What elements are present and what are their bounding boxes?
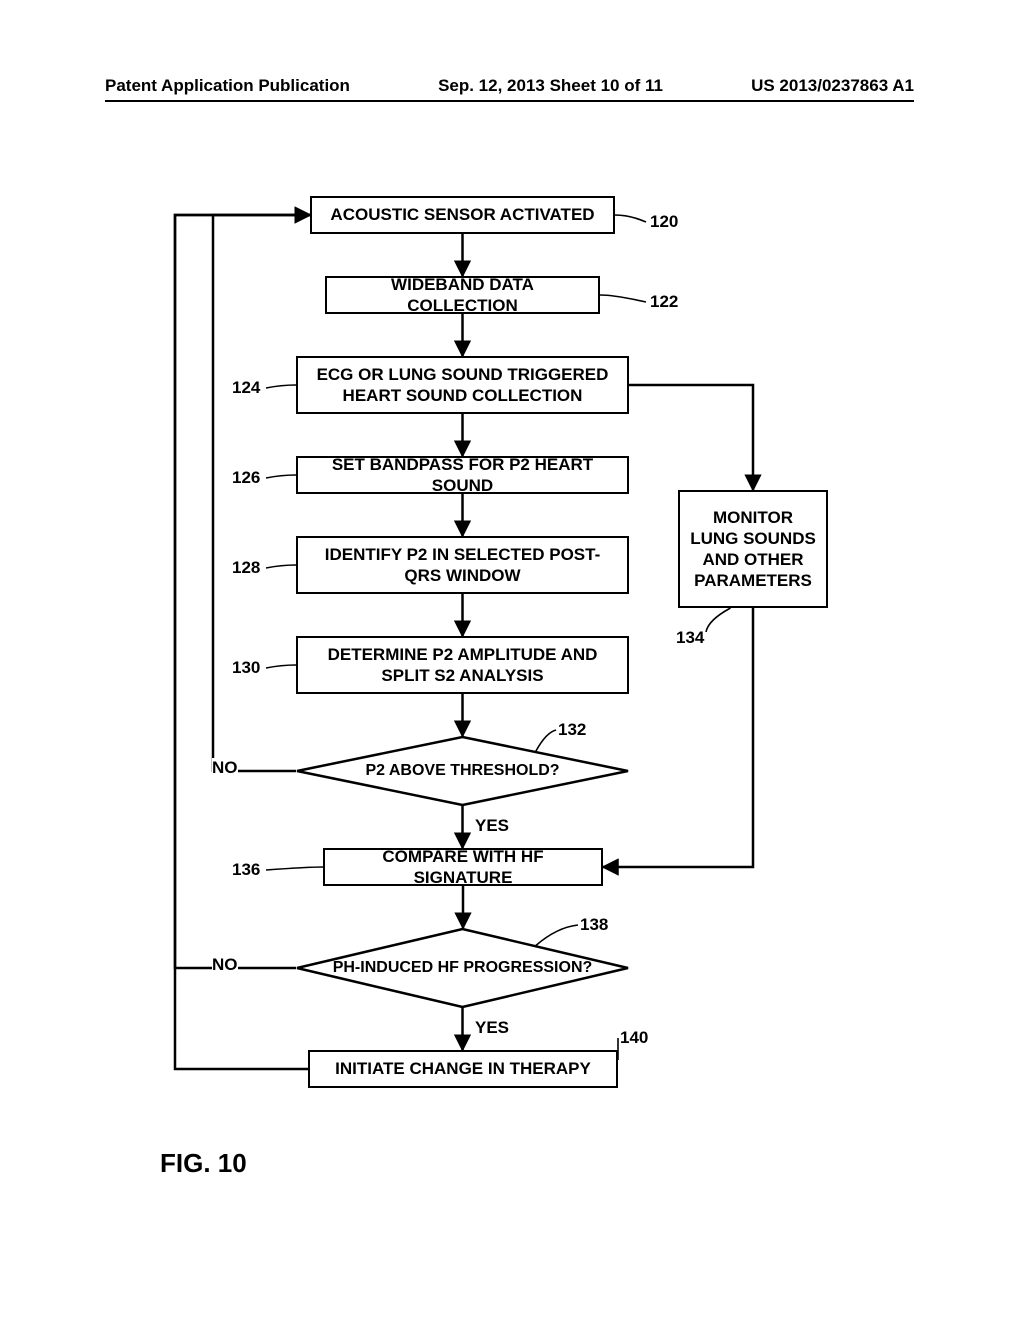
ref-label-128: 128 [232, 558, 260, 578]
ref-label-130: 130 [232, 658, 260, 678]
edge-label: NO [212, 955, 238, 975]
flow-node-n134: MONITOR LUNG SOUNDS AND OTHER PARAMETERS [678, 490, 828, 608]
edge-label: NO [212, 758, 238, 778]
ref-label-126: 126 [232, 468, 260, 488]
ref-label-120: 120 [650, 212, 678, 232]
ref-label-122: 122 [650, 292, 678, 312]
flow-node-n122: WIDEBAND DATA COLLECTION [325, 276, 600, 314]
ref-label-134: 134 [676, 628, 704, 648]
flowchart: ACOUSTIC SENSOR ACTIVATED 120 WIDEBAND DAT… [0, 0, 1024, 1320]
ref-label-124: 124 [232, 378, 260, 398]
page-root: Patent Application Publication Sep. 12, … [0, 0, 1024, 1320]
flow-node-n124: ECG OR LUNG SOUND TRIGGERED HEART SOUND … [296, 356, 629, 414]
edge-label: YES [475, 1018, 509, 1038]
flow-node-n128: IDENTIFY P2 IN SELECTED POST-QRS WINDOW [296, 536, 629, 594]
flow-node-n126: SET BANDPASS FOR P2 HEART SOUND [296, 456, 629, 494]
flow-node-n120: ACOUSTIC SENSOR ACTIVATED [310, 196, 615, 234]
flow-node-n136: COMPARE WITH HF SIGNATURE [323, 848, 603, 886]
flow-node-n132: P2 ABOVE THRESHOLD? [296, 736, 629, 806]
figure-caption: FIG. 10 [160, 1148, 247, 1179]
flow-node-n140: INITIATE CHANGE IN THERAPY [308, 1050, 618, 1088]
ref-label-140: 140 [620, 1028, 648, 1048]
flow-node-n138: PH-INDUCED HF PROGRESSION? [296, 928, 629, 1008]
flow-node-n130: DETERMINE P2 AMPLITUDE AND SPLIT S2 ANAL… [296, 636, 629, 694]
ref-label-138: 138 [580, 915, 608, 935]
ref-label-132: 132 [558, 720, 586, 740]
ref-label-136: 136 [232, 860, 260, 880]
edge-label: YES [475, 816, 509, 836]
